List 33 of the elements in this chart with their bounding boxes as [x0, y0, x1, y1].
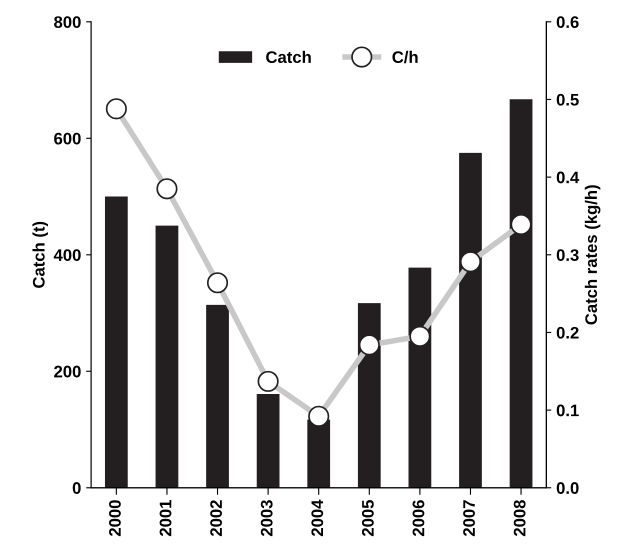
- y2-axis-title: Catch rates (kg/h): [584, 185, 600, 324]
- bar: [156, 226, 178, 488]
- legend-label: Catch: [266, 50, 311, 64]
- bar: [256, 394, 280, 488]
- y-tick-label: 400: [54, 249, 81, 261]
- y2-tick-label: 0.0: [556, 482, 579, 494]
- y-tick-label: 800: [54, 16, 81, 28]
- y2-tick-label: 0.4: [556, 172, 580, 184]
- x-tick-label: 2005: [362, 500, 374, 536]
- legend-label: C/h: [392, 50, 418, 64]
- bar: [459, 152, 482, 488]
- bar: [408, 268, 432, 488]
- y2-tick-label: 0.1: [556, 404, 579, 416]
- x-tick-label: 2002: [210, 500, 222, 536]
- bar: [510, 99, 532, 488]
- y2-tick-label: 0.6: [556, 16, 579, 28]
- x-tick-label: 2000: [109, 500, 121, 536]
- y2-tick-label: 0.2: [556, 326, 579, 339]
- x-tick-label: 2006: [412, 500, 424, 536]
- x-tick-label: 2008: [514, 500, 526, 536]
- y-axis-title: Catch (t): [32, 222, 48, 288]
- bar: [206, 304, 229, 488]
- x-tick-label: 2003: [260, 500, 273, 536]
- y-tick-label: 200: [54, 366, 81, 378]
- y-tick-label: 0: [72, 482, 81, 494]
- y-tick-label: 600: [54, 132, 81, 144]
- y2-tick-label: 0.5: [556, 94, 579, 106]
- bar: [104, 196, 128, 488]
- x-tick-label: 2007: [463, 500, 475, 536]
- bar: [358, 303, 381, 488]
- x-tick-label: 2004: [311, 500, 324, 536]
- x-tick-label: 2001: [160, 500, 172, 536]
- y2-tick-label: 0.3: [556, 249, 579, 262]
